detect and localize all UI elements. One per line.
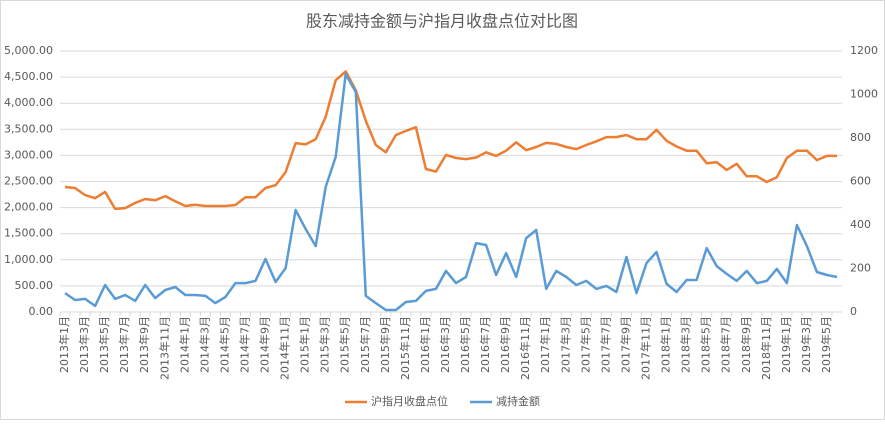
- y-tick-label: 2,000.00: [4, 201, 53, 214]
- x-tick-label: 2014年7月: [237, 316, 251, 373]
- legend-label: 沪指月收盘点位: [371, 394, 448, 408]
- x-tick-label: 2018年1月: [659, 316, 673, 373]
- x-tick-label: 2013年11月: [157, 316, 171, 380]
- x-tick-label: 2017年7月: [598, 316, 612, 373]
- x-tick-label: 2018年5月: [699, 316, 713, 373]
- x-tick-label: 2015年3月: [318, 316, 332, 373]
- x-tick-label: 2018年3月: [679, 316, 693, 373]
- x-tick-label: 2019年1月: [779, 316, 793, 373]
- x-tick-label: 2017年11月: [639, 316, 653, 380]
- x-tick-label: 2015年1月: [298, 316, 312, 373]
- y2-tick-label: 1200: [850, 44, 878, 57]
- y-tick-label: 500.00: [15, 279, 54, 292]
- y-tick-label: 4,500.00: [4, 70, 53, 83]
- x-tick-label: 2018年11月: [759, 316, 773, 380]
- x-tick-label: 2017年1月: [538, 316, 552, 373]
- y-tick-label: 4,000.00: [4, 96, 53, 109]
- x-tick-label: 2015年11月: [398, 316, 412, 380]
- x-tick-label: 2017年5月: [578, 316, 592, 373]
- chart-title: 股东减持金额与沪指月收盘点位对比图: [306, 12, 578, 31]
- legend-label: 减持金额: [496, 394, 540, 408]
- x-tick-label: 2013年1月: [57, 316, 71, 373]
- y2-tick-label: 800: [850, 131, 871, 144]
- line-series: [64, 72, 838, 312]
- x-tick-label: 2019年3月: [799, 316, 813, 373]
- y2-tick-label: 600: [850, 175, 871, 188]
- x-tick-label: 2016年3月: [438, 316, 452, 373]
- x-tick-label: 2014年5月: [217, 316, 231, 373]
- y-tick-label: 3,000.00: [4, 148, 53, 161]
- x-tick-label: 2018年9月: [739, 316, 753, 373]
- y-tick-label: 5,000.00: [4, 44, 53, 57]
- x-tick-label: 2017年3月: [558, 316, 572, 373]
- y2-tick-label: 200: [850, 262, 871, 275]
- x-tick-label: 2016年7月: [478, 316, 492, 373]
- x-tick-label: 2015年9月: [378, 316, 392, 373]
- x-tick-label: 2015年5月: [338, 316, 352, 373]
- x-tick-label: 2019年5月: [819, 316, 833, 373]
- x-tick-label: 2016年1月: [418, 316, 432, 373]
- x-tick-label: 2018年7月: [719, 316, 733, 373]
- x-tick-label: 2013年3月: [77, 316, 91, 373]
- y-tick-label: 0.00: [29, 305, 54, 318]
- x-tick-label: 2013年7月: [117, 316, 131, 373]
- x-tick-label: 2017年9月: [618, 316, 632, 373]
- y-tick-label: 1,000.00: [4, 253, 53, 266]
- y2-tick-label: 1000: [850, 88, 878, 101]
- x-tick-label: 2016年9月: [498, 316, 512, 373]
- x-tick-label: 2016年11月: [518, 316, 532, 380]
- y2-tick-label: 400: [850, 218, 871, 231]
- x-tick-label: 2014年1月: [177, 316, 191, 373]
- x-tick-label: 2014年11月: [278, 316, 292, 380]
- x-tick-label: 2014年9月: [258, 316, 272, 373]
- x-tick-label: 2013年5月: [97, 316, 111, 373]
- y2-tick-label: 0: [850, 305, 857, 318]
- y-tick-label: 1,500.00: [4, 227, 53, 240]
- y-tick-label: 2,500.00: [4, 175, 53, 188]
- y-tick-label: 3,500.00: [4, 122, 53, 135]
- x-tick-label: 2014年3月: [197, 316, 211, 373]
- x-tick-label: 2015年7月: [358, 316, 372, 373]
- x-tick-label: 2013年9月: [137, 316, 151, 373]
- x-tick-label: 2016年5月: [458, 316, 472, 373]
- line-series: [64, 70, 837, 211]
